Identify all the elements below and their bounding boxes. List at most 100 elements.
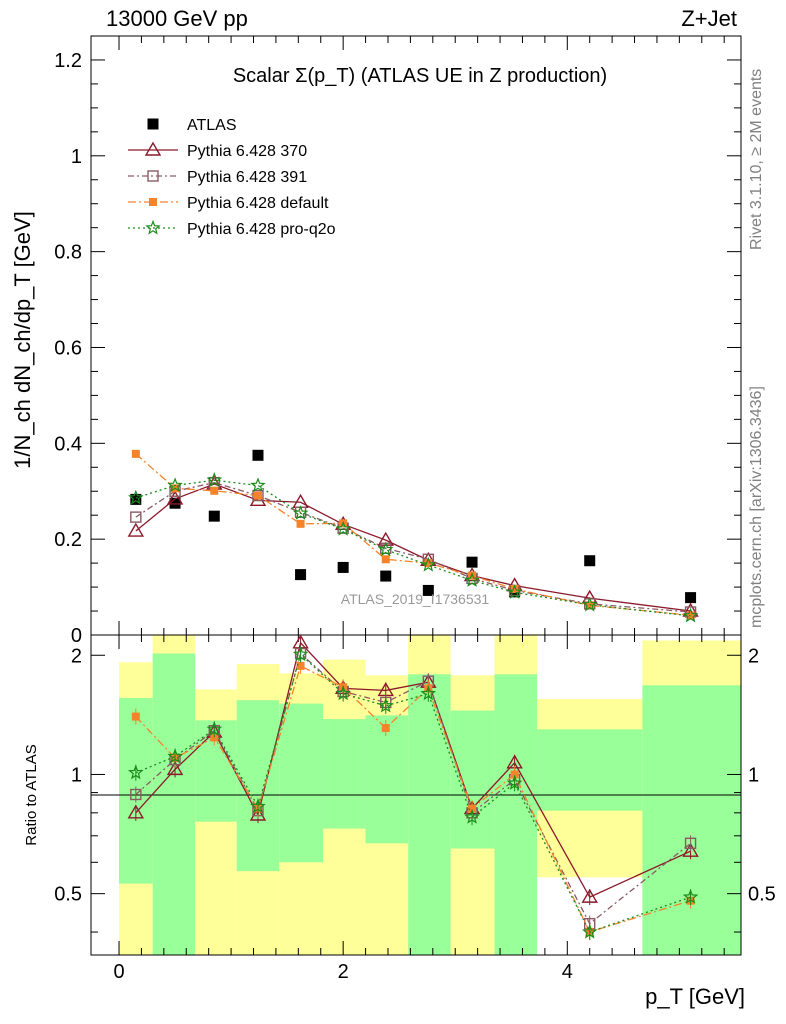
source-label: mcplots.cern.ch [arXiv:1306.3436]: [748, 386, 765, 628]
y-tick-label: 0.8: [54, 242, 82, 264]
marker: [250, 798, 266, 814]
marker: [210, 486, 219, 495]
marker: [210, 733, 219, 742]
marker: [682, 842, 699, 857]
band-green: [408, 674, 451, 955]
marker: [422, 584, 434, 596]
marker: [378, 697, 394, 713]
series-line: [135, 453, 691, 616]
marker: [506, 775, 523, 790]
marker: [510, 770, 519, 779]
main-series: [127, 449, 699, 623]
legend-entry-2: Pythia 6.428 391: [128, 169, 307, 186]
marker: [292, 646, 309, 662]
marker: [581, 596, 598, 612]
y-tick-label: 0.6: [54, 337, 82, 359]
legend-entry-1: Pythia 6.428 370: [128, 141, 307, 160]
band-green: [537, 729, 643, 811]
marker: [127, 522, 145, 537]
legend-entry-0: ATLAS: [147, 117, 237, 134]
marker: [131, 712, 140, 721]
marker: [581, 888, 598, 903]
ratio-line: [135, 664, 691, 933]
ratio-tick-label: 0.5: [54, 884, 82, 906]
marker: [253, 491, 262, 500]
marker: [147, 118, 159, 130]
y-axis-title: 1/N_ch dN_ch/dp_T [GeV]: [10, 211, 35, 469]
uncertainty-bands: [119, 635, 741, 955]
marker: [466, 556, 478, 568]
ratio-tick-label: 1: [748, 764, 759, 786]
marker: [147, 170, 159, 182]
legend-entry-3: Pythia 6.428 default: [128, 195, 329, 212]
energy-label: 13000 GeV pp: [106, 6, 248, 31]
marker: [206, 472, 223, 487]
ratio-series-4: [127, 646, 699, 941]
legend-label: Pythia 6.428 370: [187, 143, 307, 160]
marker: [335, 520, 351, 536]
ratio-line: [135, 652, 691, 925]
band-green: [322, 719, 366, 829]
ratio-tick-label: 1: [71, 764, 82, 786]
process-label: Z+Jet: [681, 6, 737, 31]
marker: [584, 555, 596, 567]
ratio-tick-label: 2: [71, 645, 82, 667]
y-tick-label: 1.2: [54, 50, 82, 72]
marker: [249, 806, 267, 821]
marker: [510, 584, 519, 593]
marker: [381, 555, 390, 564]
y-tick-label: 1: [71, 146, 82, 168]
marker: [131, 449, 140, 458]
x-tick-label: 2: [338, 961, 349, 983]
marker: [252, 449, 264, 461]
band-green: [365, 715, 409, 844]
series-4: [127, 472, 699, 623]
marker: [127, 489, 144, 505]
legend-entry-4: Pythia 6.428 pro-q2o: [128, 219, 336, 238]
marker: [167, 477, 183, 493]
legend: ATLAS Pythia 6.428 370 Pythia 6.428 391 Pyt…: [128, 117, 336, 238]
ratio-line: [135, 653, 691, 933]
marker: [378, 541, 394, 557]
legend-label: ATLAS: [187, 117, 237, 134]
x-axis-title: p_T [GeV]: [645, 984, 745, 1009]
ratio-y-axis-title: Ratio to ATLAS: [23, 744, 40, 845]
series-line: [135, 479, 691, 617]
marker: [380, 570, 392, 582]
marker: [208, 510, 220, 522]
marker: [424, 559, 433, 568]
marker: [464, 572, 480, 587]
band-green: [494, 674, 538, 955]
y-tick-label: 0.2: [54, 529, 82, 551]
marker: [581, 923, 598, 939]
marker: [682, 888, 699, 904]
marker: [127, 764, 144, 780]
series-0: [130, 449, 697, 604]
marker: [684, 837, 697, 850]
series-line: [135, 481, 691, 613]
x-tick-label: 4: [562, 961, 573, 983]
band-green: [279, 703, 323, 863]
chart-title: Scalar Σ(p_T) (ATLAS UE in Z production): [233, 65, 607, 87]
axes: 0 2 40.20.40.60.811.200.5 0.51 12 2: [54, 35, 776, 983]
series-line: [135, 483, 691, 612]
rivet-version-label: Rivet 3.1.10, ≥ 2M events: [748, 69, 765, 250]
marker: [295, 569, 307, 581]
marker: [145, 219, 161, 235]
marker: [337, 561, 349, 573]
marker: [167, 748, 183, 764]
marker: [420, 685, 437, 701]
marker: [292, 505, 309, 520]
marker: [377, 531, 394, 546]
y-tick-label: 0.4: [54, 433, 82, 455]
band-green: [642, 685, 741, 955]
ratio-tick-label: 0.5: [748, 884, 776, 906]
ratio-tick-label: 2: [748, 645, 759, 667]
legend-label: Pythia 6.428 391: [187, 169, 307, 186]
marker: [685, 592, 697, 604]
marker: [296, 661, 305, 670]
marker: [130, 493, 142, 505]
legend-label: Pythia 6.428 pro-q2o: [187, 221, 336, 238]
marker: [206, 721, 223, 736]
marker: [130, 788, 142, 801]
